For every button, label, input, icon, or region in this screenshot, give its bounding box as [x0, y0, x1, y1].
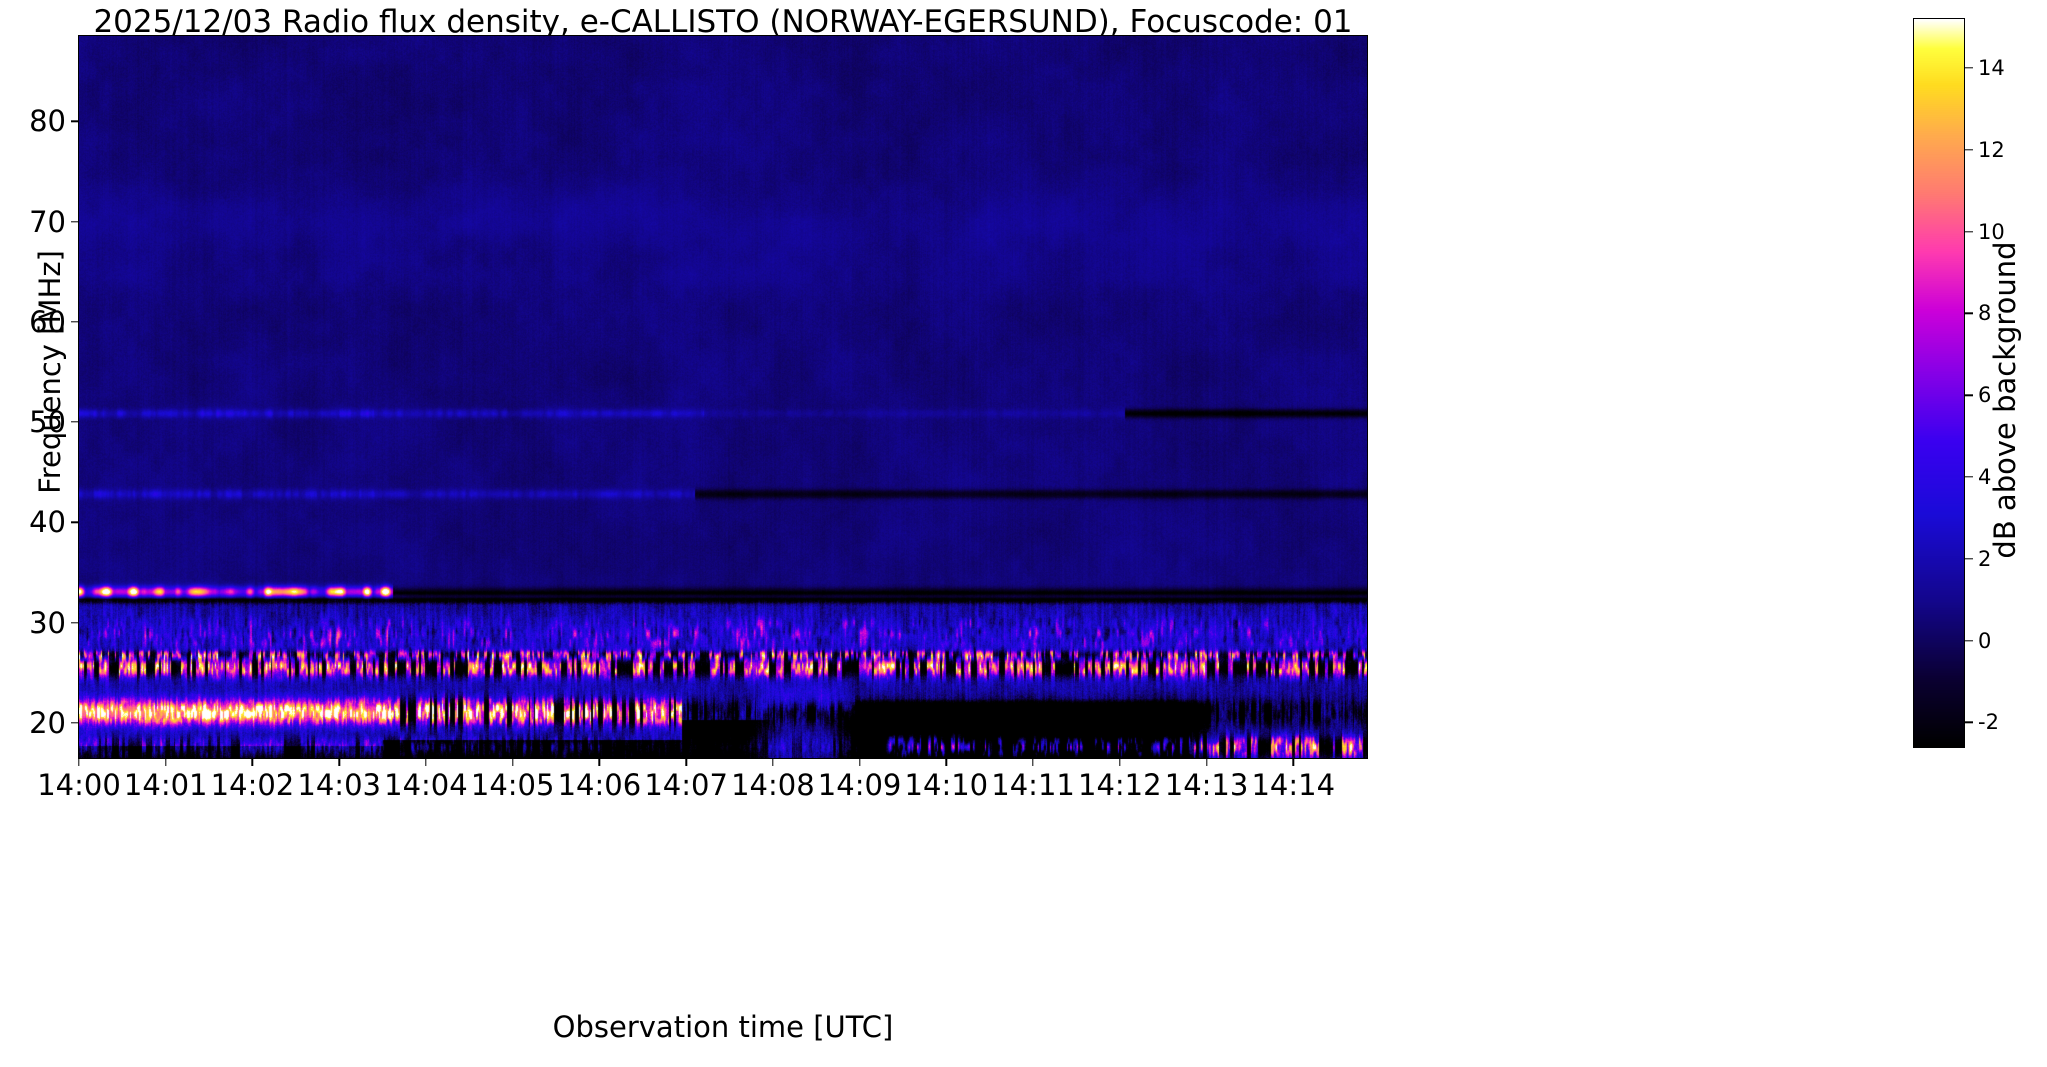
colorbar-tick-mark [1965, 721, 1973, 724]
colorbar-tick-mark [1965, 394, 1973, 396]
y-tick-label: 70 [29, 204, 66, 239]
x-tick-label: 14:05 [470, 768, 555, 802]
y-tick-mark [71, 621, 78, 624]
y-tick-mark [71, 220, 78, 223]
x-tick-mark [1292, 759, 1294, 766]
y-tick-label: 60 [29, 304, 66, 339]
y-tick-label: 20 [29, 705, 66, 740]
colorbar-tick-mark [1965, 476, 1973, 478]
colorbar-tick-label: 12 [1978, 137, 2005, 162]
x-tick-label: 14:03 [297, 768, 381, 802]
colorbar-tick-label: 2 [1978, 546, 1992, 571]
x-tick-mark [511, 759, 514, 766]
x-tick-label: 14:10 [904, 768, 989, 802]
x-tick-mark [945, 759, 948, 766]
colorbar-tick-mark [1965, 230, 1973, 233]
x-tick-label: 14:14 [1251, 768, 1336, 802]
colorbar-tick-mark [1965, 312, 1973, 315]
x-tick-mark [1119, 759, 1121, 766]
colorbar-tick-mark [1965, 558, 1973, 560]
colorbar-gradient [1914, 19, 1964, 747]
x-tick-label: 14:08 [731, 768, 815, 802]
y-tick-mark [71, 521, 78, 524]
y-axis-label: Frequency [MHz] [33, 250, 67, 494]
x-tick-mark [165, 759, 167, 766]
colorbar-tick-label: 8 [1978, 301, 1992, 326]
y-tick-mark [71, 722, 78, 724]
x-tick-mark [78, 759, 80, 766]
y-tick-label: 80 [29, 104, 66, 139]
colorbar-tick-label: -2 [1978, 710, 1999, 735]
x-tick-label: 14:06 [557, 768, 642, 802]
colorbar-tick-mark [1965, 67, 1973, 69]
colorbar-tick-mark [1965, 149, 1973, 151]
colorbar-tick-label: 6 [1978, 383, 1992, 408]
colorbar-tick-label: 10 [1978, 219, 2005, 244]
x-tick-mark [858, 759, 861, 766]
x-tick-mark [338, 759, 340, 766]
colorbar[interactable] [1913, 18, 1965, 748]
colorbar-tick-mark [1965, 639, 1973, 642]
x-tick-label: 14:04 [384, 768, 468, 802]
page-title: 2025/12/03 Radio flux density, e-CALLIST… [93, 4, 1353, 40]
y-tick-label: 40 [29, 505, 66, 540]
colorbar-tick-label: 4 [1978, 465, 1992, 490]
colorbar-tick-label: 14 [1978, 56, 2005, 81]
spectrogram-image [79, 36, 1367, 758]
x-tick-label: 14:13 [1164, 768, 1249, 802]
x-tick-mark [1032, 759, 1034, 766]
x-tick-label: 14:11 [991, 768, 1075, 802]
x-axis-label: Observation time [UTC] [552, 1010, 894, 1044]
y-tick-mark [71, 321, 78, 323]
x-tick-label: 14:09 [817, 768, 902, 802]
x-tick-mark [685, 759, 687, 766]
x-tick-mark [598, 759, 601, 766]
x-tick-mark [251, 759, 254, 766]
x-tick-label: 14:12 [1078, 768, 1162, 802]
y-tick-label: 30 [29, 605, 66, 640]
colorbar-label: dB above background [1988, 241, 2022, 559]
x-tick-mark [1205, 759, 1208, 766]
y-tick-mark [71, 120, 78, 122]
y-tick-mark [71, 421, 78, 423]
x-tick-label: 14:01 [123, 768, 208, 802]
x-tick-label: 14:02 [210, 768, 295, 802]
x-tick-label: 14:07 [644, 768, 728, 802]
x-tick-mark [425, 759, 427, 766]
y-tick-label: 50 [29, 405, 66, 440]
x-tick-label: 14:00 [37, 768, 121, 802]
x-tick-mark [772, 759, 774, 766]
spectrogram-axes[interactable] [78, 35, 1368, 759]
colorbar-tick-label: 0 [1978, 628, 1992, 653]
